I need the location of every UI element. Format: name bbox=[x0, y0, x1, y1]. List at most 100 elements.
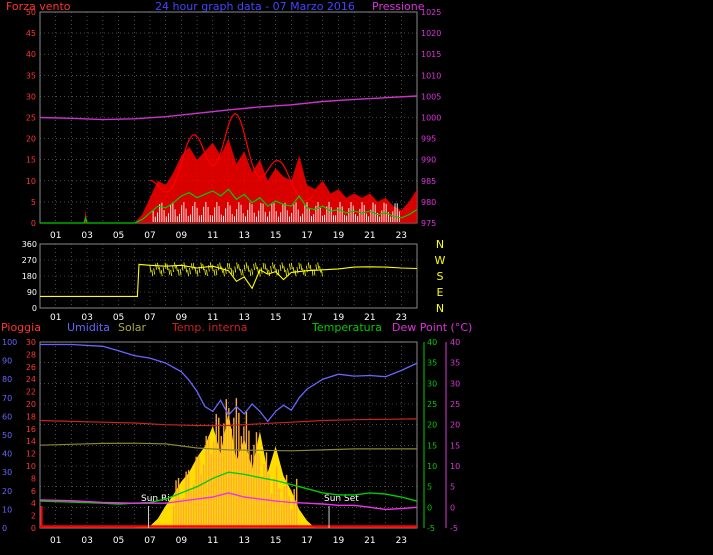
series-direction-spike bbox=[253, 263, 255, 271]
series-direction-spike bbox=[160, 270, 163, 277]
series-direction-spike bbox=[283, 265, 286, 273]
x-tick-label: 21 bbox=[364, 231, 375, 241]
series-direction-spike bbox=[221, 266, 223, 273]
x-tick-label: 23 bbox=[396, 231, 407, 241]
y-tick-pressure: 980 bbox=[421, 198, 436, 207]
y-tick-umidita: 16 bbox=[26, 425, 36, 434]
chart-title: 24 hour graph data - 07 Marzo 2016 bbox=[155, 0, 355, 13]
x-tick-label: 09 bbox=[176, 313, 188, 323]
y-tick-dewpoint: 30 bbox=[450, 379, 460, 388]
series-direction-spike bbox=[275, 269, 278, 276]
x-tick-label: 21 bbox=[364, 536, 375, 546]
series-direction-spike bbox=[234, 266, 237, 273]
y-tick-umidita: 2 bbox=[31, 512, 36, 521]
series-direction-spike bbox=[273, 264, 276, 271]
y-tick-wind: 40 bbox=[26, 50, 36, 59]
series-direction-spike bbox=[249, 269, 252, 277]
series-direction-spike bbox=[223, 270, 225, 277]
series-direction-spike bbox=[258, 270, 261, 277]
series-direction-spike bbox=[306, 265, 308, 273]
y-tick-dewpoint: 35 bbox=[450, 359, 460, 368]
series-wind-speed-line bbox=[149, 112, 315, 202]
y-tick-direction: 0 bbox=[32, 304, 37, 313]
series-direction-spike bbox=[285, 269, 288, 277]
series-direction-spike bbox=[262, 262, 265, 270]
series-direction-spike bbox=[185, 266, 188, 273]
series-direction-spike bbox=[321, 269, 323, 277]
y-tick-wind: 30 bbox=[26, 92, 36, 101]
y-tick-pioggia: 10 bbox=[2, 505, 12, 514]
series-direction-spike bbox=[317, 262, 320, 269]
x-tick-label: 03 bbox=[81, 536, 92, 546]
series-direction-spike bbox=[247, 265, 250, 272]
series-direction-spike bbox=[224, 267, 227, 275]
x-tick-label: 11 bbox=[207, 536, 218, 546]
series-direction-spike bbox=[198, 266, 201, 273]
series-direction-spike bbox=[292, 267, 295, 274]
series-direction-spike bbox=[149, 265, 152, 273]
y-tick-temperatura: 0 bbox=[427, 503, 432, 512]
y-tick-direction: 270 bbox=[22, 256, 37, 265]
x-tick-label: 13 bbox=[238, 536, 249, 546]
series-direction-spike bbox=[211, 265, 214, 272]
series-direction-spike bbox=[243, 264, 246, 272]
x-tick-label: 13 bbox=[238, 313, 249, 323]
series-direction-spike bbox=[289, 263, 291, 270]
x-tick-label: 11 bbox=[207, 313, 218, 323]
y-tick-compass: W bbox=[435, 254, 446, 267]
y-tick-pioggia: 50 bbox=[2, 431, 12, 440]
y-tick-direction: 180 bbox=[22, 272, 37, 281]
series-dewpoint-line bbox=[39, 492, 418, 511]
series-direction-spike bbox=[300, 263, 303, 270]
series-direction-spike bbox=[245, 262, 248, 269]
x-tick-label: 19 bbox=[333, 231, 345, 241]
series-direction-spike bbox=[307, 262, 310, 269]
series-pressure-line bbox=[39, 95, 418, 121]
series-direction-spike bbox=[238, 264, 240, 271]
y-tick-direction: 90 bbox=[27, 288, 37, 297]
y-tick-umidita: 28 bbox=[26, 350, 36, 359]
series-direction-spike bbox=[226, 263, 229, 270]
series-direction-spike bbox=[151, 269, 154, 277]
series-direction-spike bbox=[172, 265, 174, 272]
series-umidita-line bbox=[40, 343, 418, 423]
y-tick-wind: 10 bbox=[26, 177, 36, 186]
y-tick-temperatura: 35 bbox=[427, 359, 437, 368]
series-direction-spike bbox=[157, 262, 159, 270]
series-direction-spike bbox=[200, 262, 203, 269]
series-direction-spike bbox=[315, 264, 318, 271]
y-tick-wind: 0 bbox=[31, 219, 36, 228]
y-tick-pioggia: 30 bbox=[2, 468, 12, 477]
series-direction-spike bbox=[270, 265, 272, 273]
x-tick-label: 07 bbox=[144, 313, 155, 323]
series-direction-spike bbox=[255, 262, 257, 269]
y-tick-temperatura: -5 bbox=[427, 524, 435, 533]
series-direction-spike bbox=[277, 269, 280, 276]
y-tick-compass: N bbox=[436, 302, 444, 315]
x-tick-label: 23 bbox=[396, 313, 407, 323]
series-direction-spike bbox=[268, 269, 271, 277]
series-direction-spike bbox=[287, 268, 289, 275]
y-tick-temperatura: 40 bbox=[427, 338, 437, 347]
series-direction-spike bbox=[191, 263, 193, 270]
y-tick-dewpoint: -5 bbox=[450, 524, 458, 533]
legend-temp-interna: Temp. interna bbox=[171, 321, 247, 334]
y-tick-dewpoint: 0 bbox=[450, 503, 455, 512]
series-direction-spike bbox=[168, 268, 171, 275]
y-tick-pressure: 985 bbox=[421, 177, 436, 186]
series-direction-spike bbox=[251, 268, 254, 275]
y-tick-pressure: 995 bbox=[421, 135, 436, 144]
series-direction-spike bbox=[290, 262, 293, 270]
y-tick-pressure: 975 bbox=[421, 219, 436, 228]
legend-temperatura: Temperatura bbox=[311, 321, 382, 334]
series-direction-spike bbox=[206, 269, 208, 276]
y-tick-pioggia: 40 bbox=[2, 450, 12, 459]
series-direction-spike bbox=[174, 262, 176, 269]
series-direction-spike bbox=[304, 269, 306, 277]
x-tick-label: 03 bbox=[81, 313, 92, 323]
y-tick-dewpoint: 15 bbox=[450, 441, 460, 450]
y-tick-umidita: 14 bbox=[26, 437, 36, 446]
series-direction-spike bbox=[170, 269, 173, 277]
y-tick-direction: 360 bbox=[22, 240, 37, 249]
